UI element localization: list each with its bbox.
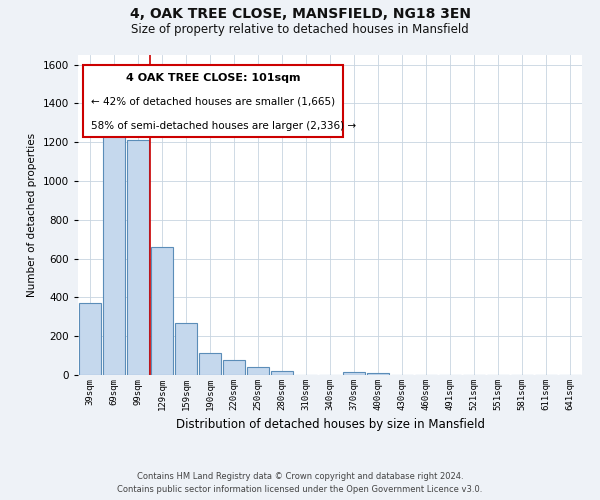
Text: Size of property relative to detached houses in Mansfield: Size of property relative to detached ho…	[131, 22, 469, 36]
Text: ← 42% of detached houses are smaller (1,665): ← 42% of detached houses are smaller (1,…	[91, 96, 335, 106]
X-axis label: Distribution of detached houses by size in Mansfield: Distribution of detached houses by size …	[176, 418, 485, 432]
Bar	[103, 132, 125, 375]
Text: Contains HM Land Registry data © Crown copyright and database right 2024.
Contai: Contains HM Land Registry data © Crown c…	[118, 472, 482, 494]
Bar	[247, 367, 269, 375]
Text: 58% of semi-detached houses are larger (2,336) →: 58% of semi-detached houses are larger (…	[91, 120, 356, 130]
Bar	[367, 373, 389, 375]
Bar	[175, 322, 197, 375]
Bar	[151, 247, 173, 375]
Bar	[199, 352, 221, 375]
FancyBboxPatch shape	[83, 64, 343, 136]
Text: 4, OAK TREE CLOSE, MANSFIELD, NG18 3EN: 4, OAK TREE CLOSE, MANSFIELD, NG18 3EN	[130, 8, 470, 22]
Bar	[343, 372, 365, 375]
Bar	[223, 360, 245, 375]
Bar	[127, 140, 149, 375]
Text: 4 OAK TREE CLOSE: 101sqm: 4 OAK TREE CLOSE: 101sqm	[125, 72, 300, 83]
Bar	[271, 371, 293, 375]
Y-axis label: Number of detached properties: Number of detached properties	[27, 133, 37, 297]
Bar	[79, 303, 101, 375]
